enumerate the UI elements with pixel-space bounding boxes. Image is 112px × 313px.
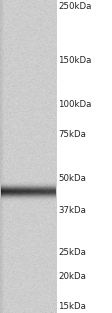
Text: 25kDa: 25kDa [58,248,86,257]
Text: 150kDa: 150kDa [58,56,92,65]
Text: 20kDa: 20kDa [58,271,86,280]
Text: 250kDa: 250kDa [58,2,92,11]
Text: 37kDa: 37kDa [58,206,86,215]
Text: 75kDa: 75kDa [58,130,86,139]
Text: 100kDa: 100kDa [58,100,92,109]
Text: 50kDa: 50kDa [58,174,86,183]
Text: 15kDa: 15kDa [58,302,86,311]
